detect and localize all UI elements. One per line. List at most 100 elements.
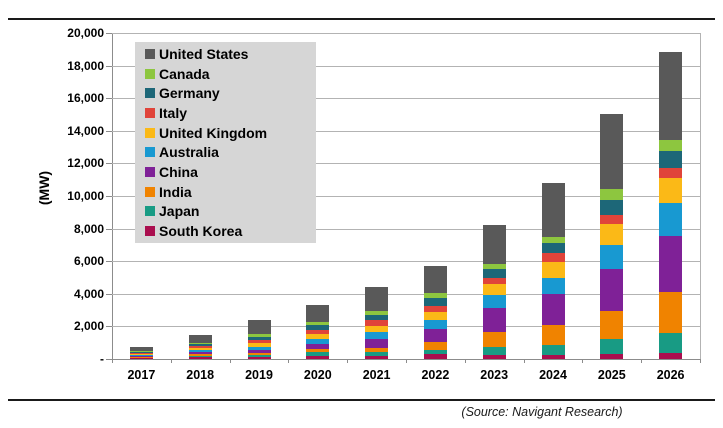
bar-segment-canada-2026	[659, 140, 683, 151]
bar-segment-australia-2019	[247, 346, 271, 350]
bar-segment-china-2017	[129, 355, 153, 357]
bar-segment-australia-2021	[365, 331, 389, 340]
y-tick-mark	[106, 163, 112, 165]
bar-segment-united-states-2023	[482, 225, 506, 265]
y-tick-label: 6,000	[73, 254, 104, 269]
x-tick-mark	[229, 359, 231, 363]
bar-segment-india-2019	[247, 352, 271, 355]
y-tick-mark	[106, 359, 112, 360]
bar-segment-australia-2023	[482, 295, 506, 309]
x-category-label-2018: 2018	[186, 368, 215, 382]
y-tick-mark	[106, 65, 112, 67]
y-tick-mark	[106, 98, 112, 100]
y-tick-label: 20,000	[67, 26, 104, 40]
x-tick-mark	[288, 359, 290, 363]
bar-segment-india-2021	[365, 347, 389, 353]
y-tick-mark	[106, 293, 112, 295]
bar-segment-canada-2021	[365, 310, 389, 315]
legend-label: United States	[159, 46, 249, 63]
bar-segment-united-kingdom-2026	[659, 177, 683, 204]
bar-segment-south-korea-2019	[247, 356, 271, 359]
x-category-label-2026: 2026	[656, 368, 685, 382]
bar-segment-united-kingdom-2018	[188, 347, 212, 351]
legend-label: Germany	[159, 85, 220, 102]
x-tick-mark	[641, 359, 643, 363]
bar-segment-australia-2024	[541, 278, 565, 295]
bar-segment-germany-2017	[129, 351, 153, 353]
legend-swatch-icon	[145, 49, 155, 60]
legend-item-germany: Germany	[145, 84, 316, 103]
bar-segment-south-korea-2018	[188, 357, 212, 359]
bar-segment-canada-2023	[482, 264, 506, 270]
bar-segment-united-kingdom-2020	[306, 333, 330, 340]
bar-segment-germany-2020	[306, 325, 330, 330]
legend-label: Canada	[159, 65, 210, 82]
bar-segment-canada-2025	[600, 189, 624, 200]
gridline	[112, 65, 700, 67]
gridline	[112, 326, 700, 328]
bar-segment-germany-2024	[541, 242, 565, 254]
bar-segment-italy-2025	[600, 214, 624, 224]
bar-segment-united-states-2019	[247, 319, 271, 335]
legend-item-australia: Australia	[145, 143, 316, 162]
bar-segment-india-2023	[482, 331, 506, 347]
bar-segment-south-korea-2017	[129, 358, 153, 360]
bar-segment-south-korea-2023	[482, 355, 506, 359]
y-tick-mark	[106, 130, 112, 132]
bar-segment-australia-2017	[129, 354, 153, 356]
legend-label: Australia	[159, 144, 219, 161]
bar-segment-japan-2017	[129, 357, 153, 359]
legend-swatch-icon	[145, 108, 155, 118]
y-tick-label: 14,000	[67, 123, 104, 138]
bar-segment-italy-2019	[247, 340, 271, 343]
bar-segment-japan-2021	[365, 352, 389, 356]
bar-segment-united-kingdom-2022	[423, 311, 447, 320]
x-category-label-2017: 2017	[127, 368, 156, 382]
x-tick-mark	[523, 359, 525, 363]
bar-segment-australia-2022	[423, 319, 447, 330]
bar-segment-united-kingdom-2021	[365, 325, 389, 332]
bar-segment-australia-2025	[600, 244, 624, 270]
bar-segment-china-2024	[541, 294, 565, 325]
bar-segment-japan-2023	[482, 346, 506, 355]
x-tick-mark	[406, 359, 407, 363]
bar-segment-germany-2022	[423, 298, 447, 306]
bar-segment-china-2023	[482, 308, 506, 332]
bar-segment-canada-2022	[423, 293, 447, 299]
x-category-label-2025: 2025	[597, 368, 626, 382]
plot-area	[112, 33, 700, 360]
bar-segment-germany-2018	[188, 344, 212, 347]
bar-segment-australia-2026	[659, 203, 683, 236]
gridline	[112, 130, 700, 132]
bar-segment-china-2020	[306, 343, 330, 350]
bar-segment-united-kingdom-2025	[600, 223, 624, 245]
bar-segment-south-korea-2026	[659, 352, 683, 359]
x-tick-mark	[347, 359, 349, 363]
x-category-label-2024: 2024	[539, 368, 567, 382]
bar-segment-india-2026	[659, 291, 683, 334]
bar-segment-canada-2019	[247, 334, 271, 337]
bar-segment-china-2018	[188, 352, 212, 355]
bar-segment-china-2025	[600, 269, 624, 311]
legend-swatch-icon	[145, 88, 155, 99]
bar-segment-italy-2017	[129, 352, 153, 354]
legend-swatch-icon	[145, 147, 155, 158]
bar-segment-japan-2025	[600, 339, 624, 354]
legend-item-united-states: United States	[145, 45, 316, 64]
legend-swatch-icon	[145, 68, 155, 79]
y-tick-label: 12,000	[67, 156, 104, 171]
legend-label: United Kingdom	[159, 124, 268, 141]
chart-legend: United States Canada Germany Italy United Ki…	[135, 42, 316, 243]
x-category-label-2021: 2021	[362, 368, 391, 382]
bar-segment-germany-2021	[365, 314, 389, 321]
bar-segment-japan-2018	[188, 355, 212, 358]
bar-segment-china-2021	[365, 339, 389, 348]
bar-segment-united-states-2018	[188, 335, 212, 344]
bar-segment-south-korea-2021	[365, 355, 389, 359]
legend-swatch-icon	[145, 225, 155, 236]
bar-segment-south-korea-2020	[306, 355, 330, 359]
legend-swatch-icon	[145, 186, 155, 197]
gridline	[112, 261, 700, 263]
legend-label: Italy	[159, 105, 188, 121]
bar-segment-australia-2018	[188, 350, 212, 353]
